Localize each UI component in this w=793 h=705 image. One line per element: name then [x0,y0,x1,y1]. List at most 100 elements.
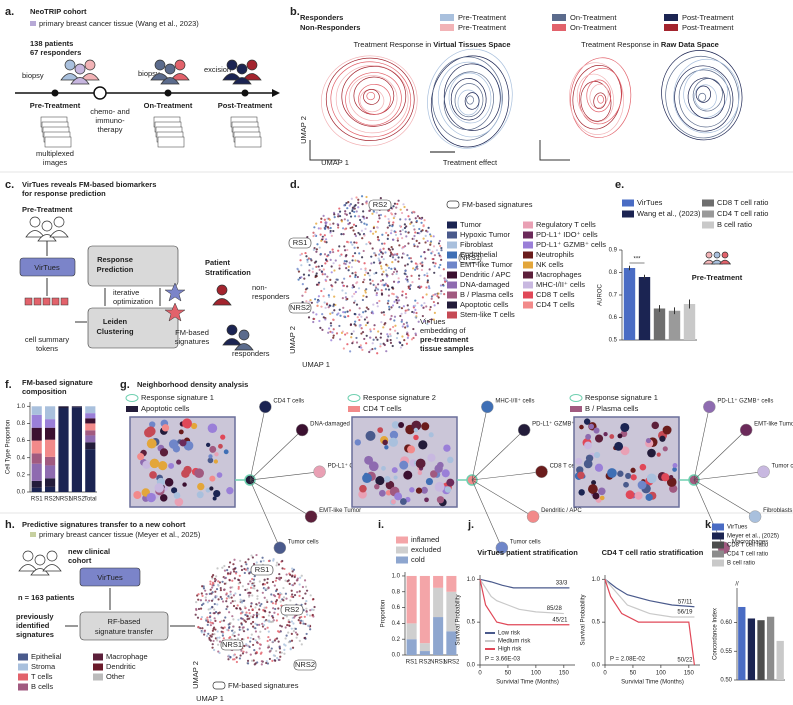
legend-label: Dendritic / APC [460,270,511,279]
umap-point [363,273,367,277]
cell [168,462,175,469]
legend-swatch [18,683,28,691]
umap-point [384,215,387,218]
umap-point [252,659,255,662]
umap-point [371,312,375,315]
umap-point [416,267,419,270]
umap-point [297,270,301,273]
cell [424,497,429,503]
umap-point [265,599,268,602]
umap-point [360,256,364,259]
umap-point [325,302,329,305]
umap-point [404,218,407,221]
text: cohort [68,556,92,565]
umap-point [392,238,395,241]
umap-point [389,333,392,336]
legend-label: excluded [411,545,441,554]
umap-point [320,289,323,293]
umap-point [209,624,213,627]
umap-point [251,594,254,597]
umap-point [249,586,253,589]
umap-point [228,596,231,599]
legend-label: T cells [31,672,53,681]
umap-point [210,605,214,609]
umap-point [359,344,362,347]
umap-point [223,626,226,629]
umap-point [218,611,221,614]
umap-point [238,574,241,577]
umap-point [416,215,420,218]
umap-point [439,255,442,258]
umap-point [374,287,378,290]
legend-swatch [93,663,103,671]
person-icon [236,63,248,75]
umap-point [353,233,357,236]
umap-point [254,627,257,630]
umap-point [427,226,430,229]
chart-title: CD4 T cell ratio stratification [602,548,704,557]
text: Stratification [205,268,251,277]
umap-point [309,609,312,612]
umap-point [396,296,399,299]
umap-point [216,630,219,633]
umap-point [357,215,360,218]
legend-label: B cell ratio [727,561,756,567]
bar-segment [406,623,417,640]
umap-point [364,291,367,294]
umap-point [399,314,402,318]
umap-point [351,208,354,211]
umap-point [287,641,291,644]
umap-point [285,597,288,600]
umap-point [404,326,407,329]
umap-point [343,249,347,252]
umap-point [316,301,319,304]
legend-label: Stroma [31,662,56,671]
umap-point [348,204,351,207]
umap-point [430,297,433,300]
umap-point [387,221,391,225]
umap-point [228,636,231,640]
legend-label: DNA-damaged [460,280,510,289]
umap-point [276,613,280,616]
dot [241,89,249,97]
umap-point [353,252,357,255]
umap-point [275,619,278,622]
umap-point [392,205,395,208]
cell [592,492,600,500]
person-icon [46,550,58,562]
umap-point [318,246,321,249]
umap-point [400,320,403,323]
umap-point [396,237,399,240]
cell [446,478,455,487]
signature-label: RS1 [255,565,270,574]
cell [174,497,184,507]
cell [384,445,389,450]
umap-point [327,294,330,297]
umap-point [194,613,197,616]
umap-point [352,229,355,232]
legend-swatch [93,673,103,681]
cell [399,460,409,470]
umap-point [207,620,210,624]
umap-point [387,266,391,269]
cell [428,432,434,438]
umap-point [377,257,380,260]
umap-point [312,248,315,251]
umap-point [420,268,424,272]
umap-point [396,332,399,335]
text: VirTues [97,573,123,582]
cell [578,489,585,496]
umap-point [429,305,432,309]
token [24,297,33,306]
umap-point [365,342,368,345]
umap-point [390,229,393,232]
legend-swatch [396,536,408,544]
text: images [43,158,67,167]
legend-swatch [447,271,457,279]
umap-point [397,277,400,280]
umap-point [354,275,357,279]
legend-swatch [446,200,460,209]
umap-point [270,600,273,603]
umap-point [323,226,326,230]
umap-point [267,635,270,639]
